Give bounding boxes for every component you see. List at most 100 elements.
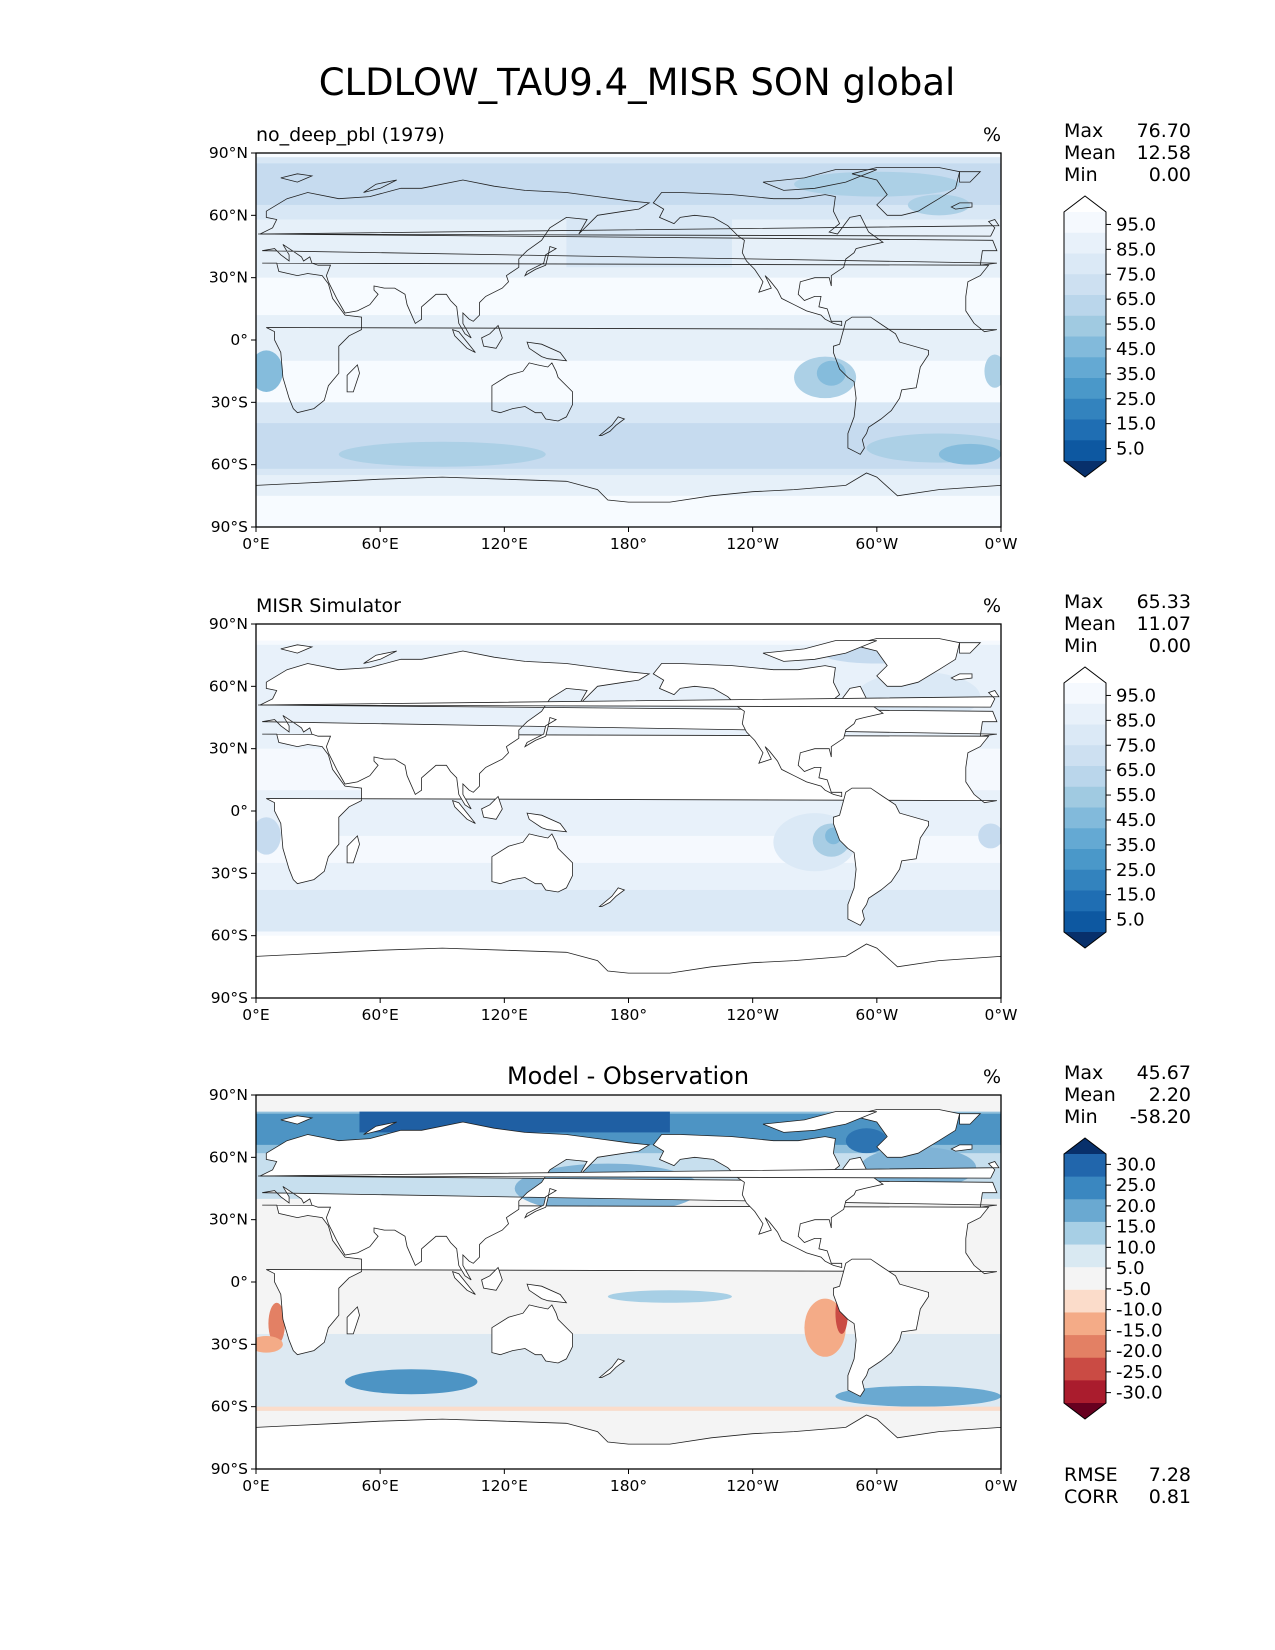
- units-label: %: [983, 124, 1001, 146]
- stats-box: Max 45.67 Mean 2.20 Min -58.20 RMSE 7.28 CORR 0.8…: [1064, 1062, 1191, 1508]
- colorbar-outline: [1063, 666, 1107, 949]
- stat-label: Mean: [1064, 142, 1116, 164]
- colorbar-tick-label: 35.0: [1116, 364, 1156, 385]
- colorbar-segment: [1064, 724, 1106, 746]
- landmass-madagascar: [346, 1306, 360, 1335]
- colorbar-segment: [1064, 1199, 1106, 1223]
- field-blob-atlantic-south: [835, 1385, 1001, 1407]
- landmass-madagascar: [346, 364, 360, 393]
- field-blob-namibia-w: [984, 354, 1001, 388]
- colorbar-segment: [1064, 745, 1106, 767]
- colorbar-segment: [1064, 378, 1106, 400]
- figure-title: CLDLOW_TAU9.4_MISR SON global: [319, 61, 956, 104]
- field-band-tropics: [256, 315, 1001, 361]
- stat-value: 0.00: [1149, 164, 1191, 186]
- landmass-australia: [491, 362, 573, 422]
- stat-value: 2.20: [1149, 1084, 1191, 1106]
- landmass-borneo: [481, 324, 503, 349]
- colorbar-segment: [1064, 253, 1106, 275]
- colorbar-tick-label: -5.0: [1116, 1279, 1151, 1300]
- field-blob-namibia: [268, 1302, 285, 1345]
- landmass-eurasia: [259, 179, 998, 339]
- colorbar-tick-label: 15.0: [1116, 1217, 1156, 1238]
- field-blob-greenland-sea: [907, 194, 970, 216]
- stat-label: Min: [1064, 1106, 1098, 1128]
- field-band-sh-core: [256, 889, 1001, 932]
- lon-tick-label: 0°W: [985, 535, 1018, 553]
- field-band-ice-edge: [256, 1406, 1001, 1411]
- colorbar-tick-label: 10.0: [1116, 1237, 1156, 1258]
- colorbar-segment: [1064, 212, 1106, 234]
- landmass-antarctica: [256, 1414, 1001, 1469]
- colorbar-tick-label: 55.0: [1116, 785, 1156, 806]
- coastlines: [256, 638, 1001, 998]
- lon-tick-label: 120°E: [481, 535, 528, 553]
- landmass-uk: [258, 219, 1000, 237]
- colorbar-tick-label: 85.0: [1116, 710, 1156, 731]
- panel-center-title: Model - Observation: [507, 1062, 749, 1090]
- colorbar-segment: [1064, 890, 1106, 912]
- colorbar-outline: [1063, 195, 1107, 478]
- stat-label: Min: [1064, 164, 1098, 186]
- landmass-svalbard: [280, 644, 314, 654]
- axis-ticks: 90°N 60°N 30°N 0° 30°S 60°S 90°S0°E 60°E 120°E 18…: [209, 1086, 1018, 1495]
- field-blob-canada-arctic: [794, 171, 960, 197]
- landmass-sumatra: [451, 1270, 476, 1295]
- field-blob-eq-pacific: [607, 1290, 732, 1303]
- landmass-greenland: [851, 638, 961, 687]
- landmass-new-guinea: [526, 341, 568, 362]
- colorbar: 30.025.020.015.010.05.0-5.0-10.0-15.0-20…: [1063, 1137, 1163, 1420]
- colorbar: 95.0 85.0 75.0 65.0 55.0 45.0 35.0 25.0 15.0 5.0: [1063, 195, 1156, 478]
- colorbar-extend-max: [1064, 1138, 1106, 1154]
- landmass-novaya-zemlya: [363, 179, 397, 193]
- stat-label: Mean: [1064, 1084, 1116, 1106]
- lat-tick-label: 30°N: [209, 1211, 248, 1229]
- lon-tick-label: 120°E: [481, 1006, 528, 1024]
- colorbar-segment: [1064, 1244, 1106, 1268]
- colorbar-segment: [1064, 1312, 1106, 1336]
- lon-tick-label: 0°E: [242, 1006, 269, 1024]
- landmass-sumatra: [451, 328, 476, 353]
- colorbar-tick-label: 30.0: [1116, 1154, 1156, 1175]
- colorbar-segment: [1064, 1335, 1106, 1359]
- landmass-greenland-east: [959, 1113, 982, 1125]
- landmass-north-america: [652, 663, 884, 798]
- lat-tick-label: 0°: [230, 331, 248, 349]
- landmass-australia: [491, 833, 573, 893]
- lon-tick-label: 120°E: [481, 1477, 528, 1495]
- stat-value: 12.58: [1137, 142, 1191, 164]
- landmass-arctic-islands: [762, 1111, 877, 1133]
- colorbar-segment: [1064, 1221, 1106, 1246]
- lon-tick-label: 180°: [610, 1477, 647, 1495]
- landmass-australia: [491, 1304, 573, 1364]
- stats-box: Max 65.33 Mean 11.07 Min 0.00: [1064, 591, 1191, 657]
- stat-value: 11.07: [1137, 613, 1191, 635]
- lat-tick-label: 30°N: [209, 269, 248, 287]
- map-field: [256, 153, 1001, 527]
- colorbar-segment: [1064, 357, 1106, 379]
- colorbar-segment: [1064, 398, 1106, 420]
- colorbar-tick-label: -25.0: [1116, 1362, 1163, 1383]
- colorbar-segment: [1064, 849, 1106, 871]
- metric-label: CORR: [1064, 1486, 1119, 1508]
- lon-tick-label: 120°W: [726, 1006, 779, 1024]
- colorbar-tick-label: 65.0: [1116, 289, 1156, 310]
- landmass-iceland: [950, 673, 973, 681]
- landmass-japan: [524, 1187, 558, 1219]
- colorbar-tick-label: 95.0: [1116, 214, 1156, 235]
- lat-tick-label: 60°S: [211, 1398, 248, 1416]
- stat-value: 76.70: [1137, 120, 1191, 142]
- colorbar-segment: [1064, 1154, 1106, 1178]
- coastlines: [256, 167, 1001, 527]
- lat-tick-label: 30°S: [211, 864, 248, 882]
- landmass-new-guinea: [526, 1283, 568, 1304]
- stat-value: 45.67: [1137, 1062, 1191, 1084]
- stat-label: Max: [1064, 1062, 1103, 1084]
- landmass-sumatra: [451, 799, 476, 824]
- landmass-borneo: [481, 795, 503, 820]
- axis-ticks: 90°N 60°N 30°N 0° 30°S 60°S 90°S0°E 60°E 120°E 18…: [209, 615, 1018, 1024]
- colorbar-segment: [1064, 703, 1106, 725]
- colorbar-segment: [1064, 295, 1106, 317]
- metric-value: 7.28: [1149, 1464, 1191, 1486]
- lat-tick-label: 90°S: [211, 518, 248, 536]
